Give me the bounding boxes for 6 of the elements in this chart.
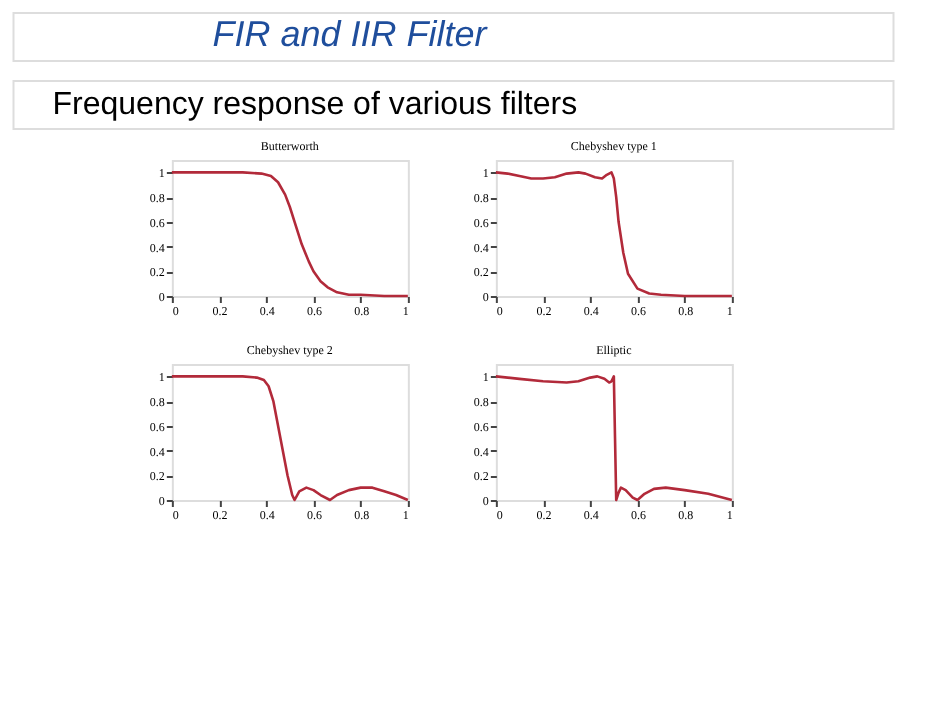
line-series <box>170 375 410 502</box>
text: FIR and IIR Filter <box>212 14 489 54</box>
line-series <box>494 375 734 502</box>
text: Frequency response of various filters <box>52 88 578 122</box>
line-series <box>494 171 734 298</box>
line-series <box>170 171 410 298</box>
